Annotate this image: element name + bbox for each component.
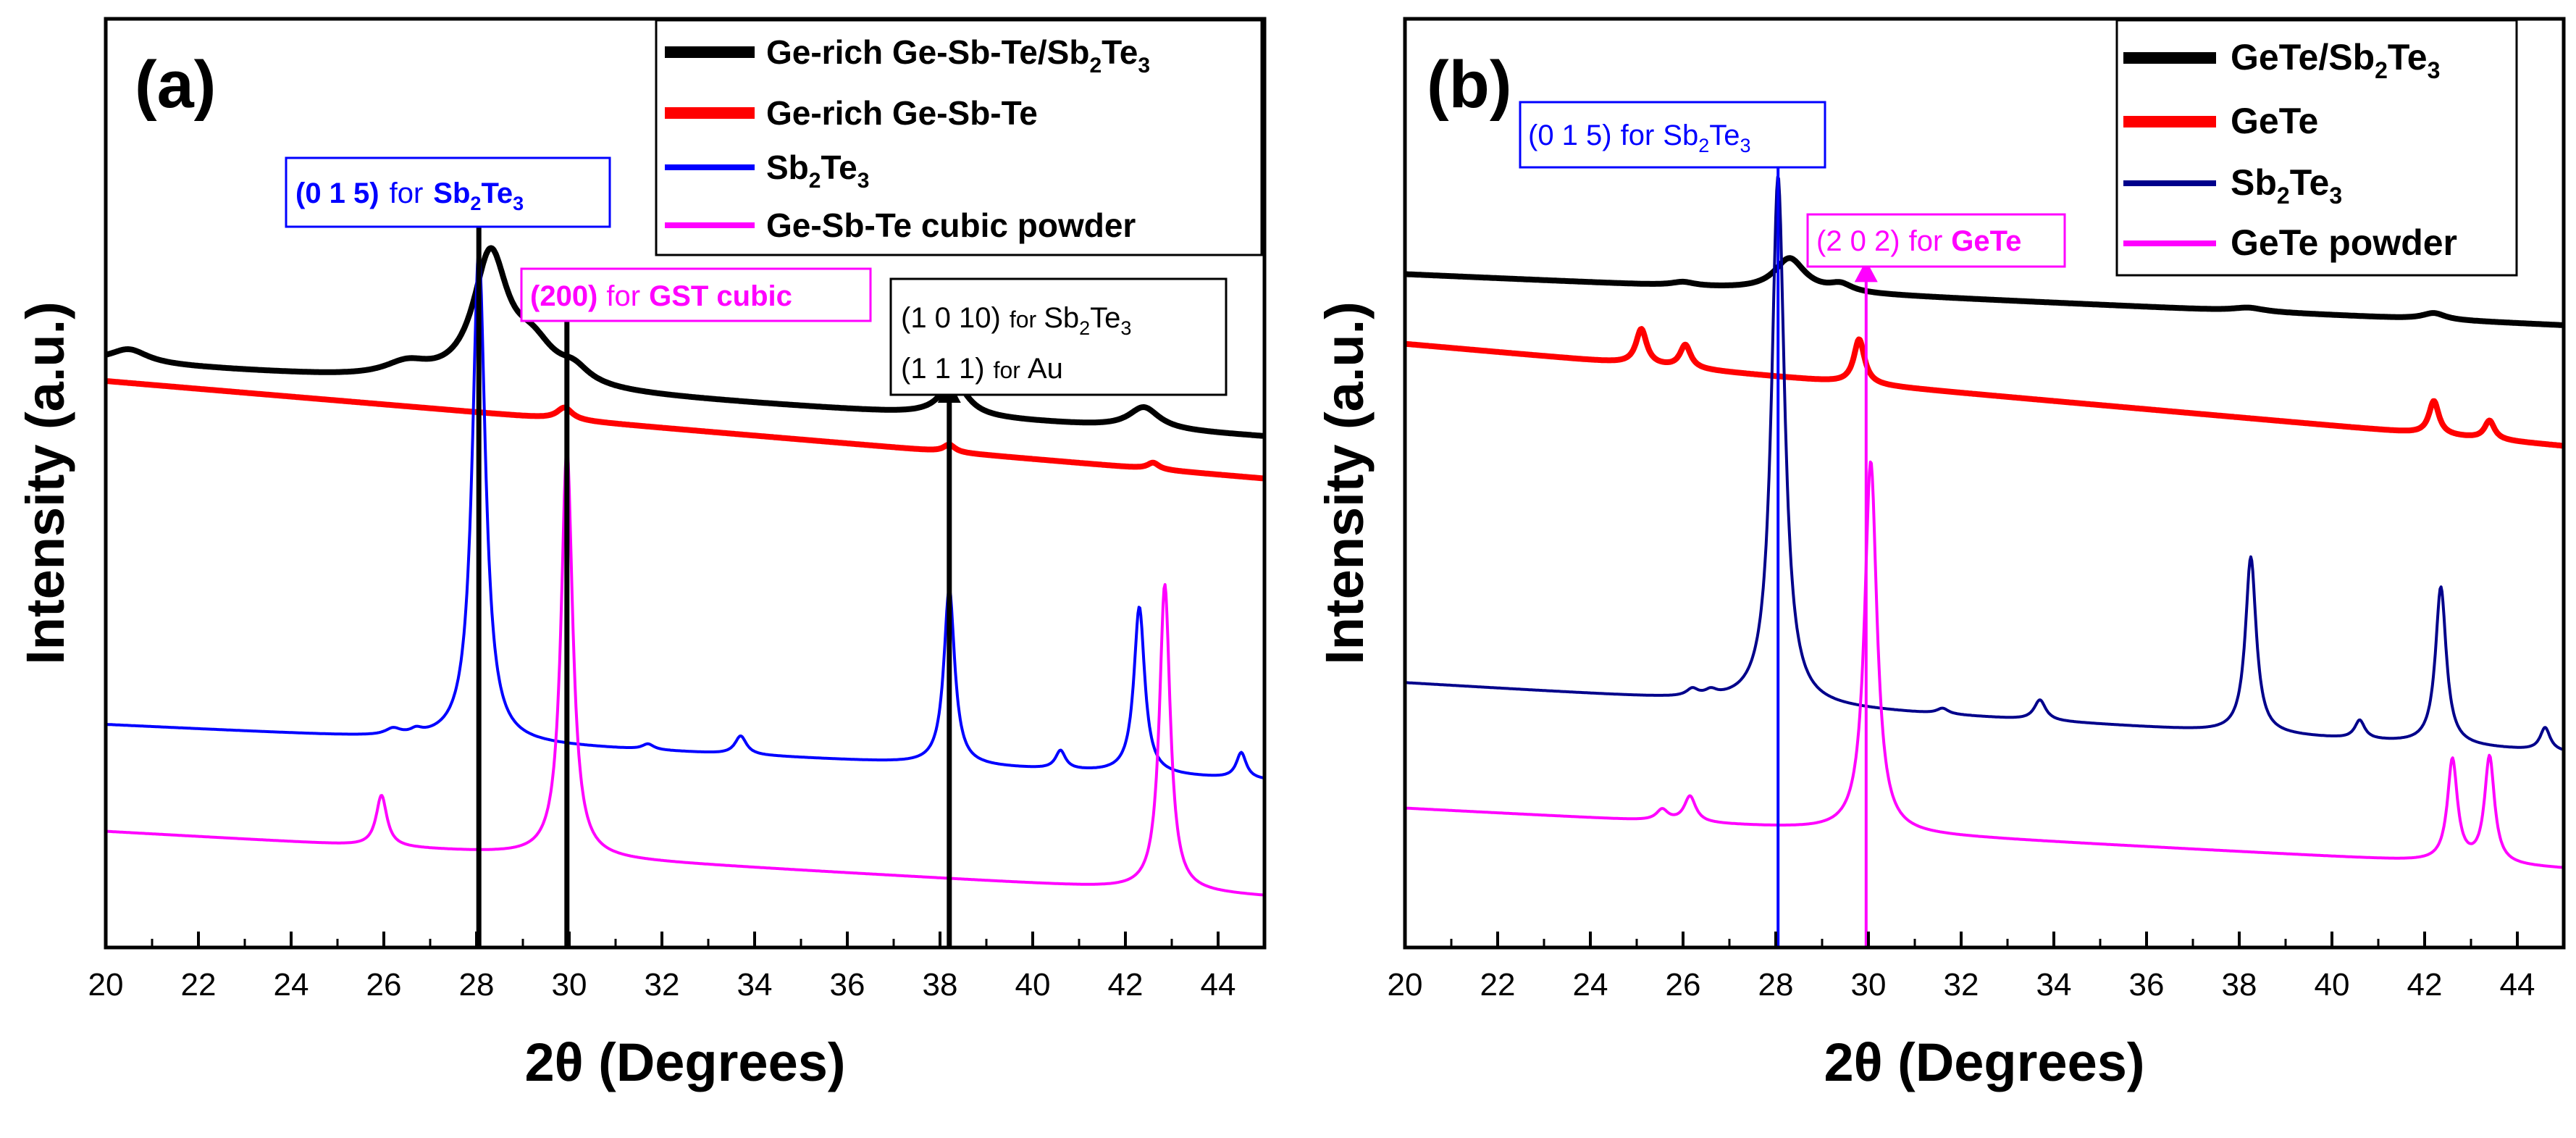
series-line-a-1	[104, 378, 1267, 482]
x-tick-label-b-24: 24	[1573, 967, 1608, 1003]
annotation-arrow-a-2	[937, 380, 961, 947]
x-ticks-a: 20 22 24 26 28 30 32 34 36 38 40 42 44	[88, 932, 1236, 1003]
series-line-a-2	[105, 249, 1265, 780]
x-tick-label-a-42: 42	[1108, 967, 1144, 1003]
legend-box-b	[2115, 19, 2518, 277]
legend-label-b-2: Sb2Te3	[2231, 162, 2342, 209]
x-tick-label-b-44: 44	[2500, 967, 2535, 1003]
x-tick-label-b-42: 42	[2407, 967, 2443, 1003]
x-tick-label-b-20: 20	[1388, 967, 1423, 1003]
annotation-text-a-015: (0 1 5) for Sb2Te3	[295, 177, 524, 214]
legend-label-a-0: Ge-rich Ge-Sb-Te/Sb2Te3	[766, 33, 1150, 78]
panel-b: 20 22 24 26 28 30 32 34 36 38 40 42 44 (b) 2θ (Degre…	[1314, 17, 2566, 1092]
annotation-box-a-1010	[889, 277, 1228, 396]
x-tick-label-b-32: 32	[1944, 967, 1979, 1003]
x-tick-label-a-40: 40	[1015, 967, 1051, 1003]
legend-box-a	[655, 19, 1263, 256]
legend-b: GeTe/Sb2Te3 GeTe Sb2Te3 GeTe powder	[2115, 19, 2518, 277]
annotation-box-b-202	[1806, 213, 2066, 268]
y-axis-label-a: Intensity (a.u.)	[15, 301, 75, 665]
annotation-sb2te3-015-a: (0 1 5) for Sb2Te3	[285, 156, 611, 228]
panel-a: 20 22 24 26 28 30 32 34 36 38 40 42 44 (a) 2θ (Degre…	[15, 17, 1267, 1092]
panel-label-b: (b)	[1427, 48, 1511, 122]
annotation-arrow-a-1	[555, 283, 579, 947]
legend-label-b-0: GeTe/Sb2Te3	[2231, 37, 2440, 83]
annotation-gete-202-b: (2 0 2) for GeTe	[1806, 213, 2066, 268]
x-tick-label-b-30: 30	[1851, 967, 1887, 1003]
x-tick-label-b-38: 38	[2222, 967, 2257, 1003]
x-tick-label-b-28: 28	[1758, 967, 1794, 1003]
plot-area-b	[1403, 144, 2566, 947]
legend-label-a-1: Ge-rich Ge-Sb-Te	[766, 94, 1038, 132]
x-tick-label-a-20: 20	[88, 967, 124, 1003]
axes-frame-a	[104, 17, 1267, 950]
legend-label-a-2: Sb2Te3	[766, 148, 869, 193]
x-tick-label-b-34: 34	[2036, 967, 2072, 1003]
annotation-sb2te3-1010-au-111-a: (1 0 10) for Sb2Te3 (1 1 1) for Au	[889, 277, 1228, 396]
annotation-gst-200-a: (200) for GST cubic	[520, 267, 872, 322]
x-tick-label-b-26: 26	[1666, 967, 1701, 1003]
annotation-text-a-1010: (1 0 10) for Sb2Te3	[901, 302, 1131, 339]
axes-frame-b	[1403, 17, 2566, 950]
x-axis-label-a: 2θ (Degrees)	[524, 1032, 845, 1092]
x-tick-label-b-36: 36	[2129, 967, 2165, 1003]
legend-label-b-1: GeTe	[2231, 101, 2318, 141]
x-tick-label-a-28: 28	[459, 967, 495, 1003]
annotation-text-a-200: (200) for GST cubic	[530, 280, 792, 312]
annotation-text-b-015: (0 1 5) for Sb2Te3	[1528, 120, 1751, 156]
annotation-box-a-015	[285, 156, 611, 228]
x-tick-label-a-36: 36	[830, 967, 865, 1003]
x-tick-label-a-44: 44	[1201, 967, 1236, 1003]
x-tick-label-b-22: 22	[1480, 967, 1516, 1003]
series-line-b-2	[1404, 175, 2564, 751]
x-tick-label-a-32: 32	[645, 967, 680, 1003]
series-line-b-3	[1404, 460, 2564, 869]
annotation-arrow-b-0	[1766, 144, 1790, 947]
x-ticks-b: 20 22 24 26 28 30 32 34 36 38 40 42 44	[1388, 932, 2535, 1003]
panel-label-a: (a)	[135, 48, 216, 122]
legend-label-a-3: Ge-Sb-Te cubic powder	[766, 206, 1136, 244]
annotation-arrow-b-1	[1854, 260, 1878, 947]
annotation-box-a-200	[520, 267, 872, 322]
x-tick-label-a-26: 26	[366, 967, 402, 1003]
series-line-b-0	[1403, 255, 2566, 328]
x-tick-label-a-34: 34	[737, 967, 773, 1003]
arrow-head-b-1	[1854, 260, 1878, 283]
annotation-sb2te3-015-b: (0 1 5) for Sb2Te3	[1519, 101, 1826, 169]
x-tick-label-b-40: 40	[2315, 967, 2350, 1003]
x-tick-label-a-22: 22	[181, 967, 217, 1003]
annotation-text-a-au: (1 1 1) for Au	[901, 353, 1063, 385]
series-line-a-0	[104, 245, 1267, 439]
x-tick-label-a-24: 24	[274, 967, 309, 1003]
x-tick-label-a-38: 38	[923, 967, 958, 1003]
legend-label-b-3: GeTe powder	[2231, 222, 2457, 263]
annotation-box-b-015	[1519, 101, 1826, 169]
y-axis-label-b: Intensity (a.u.)	[1314, 301, 1375, 665]
series-line-a-3	[105, 448, 1265, 897]
annotation-text-b-202: (2 0 2) for GeTe	[1816, 225, 2021, 257]
legend-a: Ge-rich Ge-Sb-Te/Sb2Te3 Ge-rich Ge-Sb-Te…	[655, 19, 1263, 256]
x-tick-label-a-30: 30	[552, 967, 587, 1003]
x-axis-label-b: 2θ (Degrees)	[1824, 1032, 2144, 1092]
series-line-b-1	[1403, 326, 2566, 449]
